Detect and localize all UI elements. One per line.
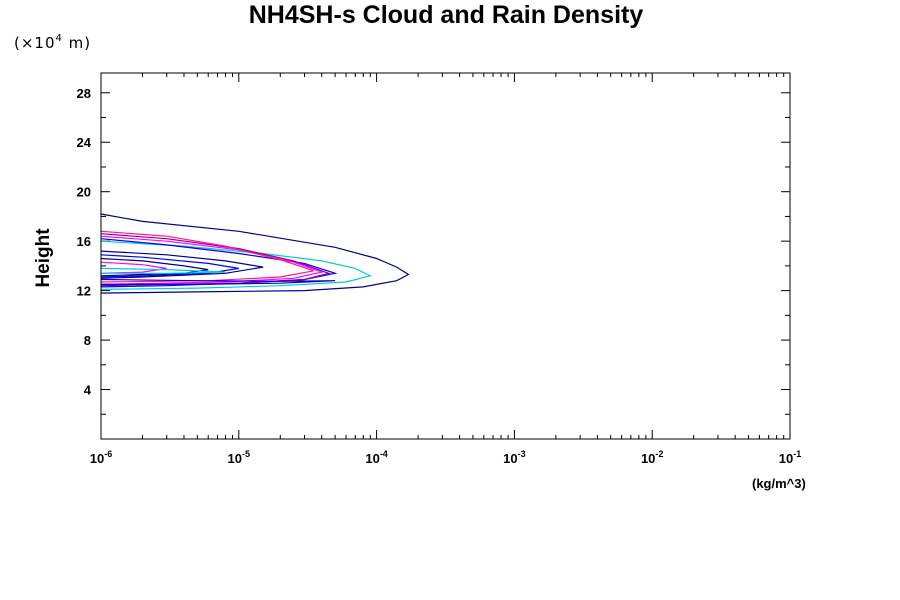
contour-series-8 xyxy=(100,254,239,278)
y-tick-label: 12 xyxy=(77,284,91,299)
contour-series-10 xyxy=(100,261,167,274)
y-tick-label: 4 xyxy=(84,383,92,398)
plot-frame xyxy=(100,72,791,440)
contour-series-7 xyxy=(100,250,264,279)
x-tick-label: 10-2 xyxy=(641,449,663,466)
contour-lines xyxy=(100,213,410,294)
x-tick-label: 10-4 xyxy=(365,449,387,466)
y-unit-suffix: m) xyxy=(62,34,92,52)
contour-series-6 xyxy=(100,230,314,283)
x-axis-unit-label: (kg/m^3) xyxy=(752,476,806,491)
y-tick-label: 8 xyxy=(84,333,91,348)
x-tick-label: 10-3 xyxy=(503,449,525,466)
y-unit-prefix: (×10 xyxy=(14,34,56,52)
chart-title: NH4SH-s Cloud and Rain Density xyxy=(248,1,644,29)
x-tick-label: 10-5 xyxy=(228,449,250,466)
y-tick-label: 16 xyxy=(77,234,91,249)
y-tick-label: 28 xyxy=(77,86,91,101)
y-tick-label: 20 xyxy=(77,185,91,200)
contour-series-2 xyxy=(100,240,373,290)
x-tick-label: 10-6 xyxy=(90,449,112,466)
contour-series-11 xyxy=(100,278,336,285)
axis-ticks: 10-6 10-5 10-4 10-3 10-2 10-1 4 8 12 16 20 24 28 xyxy=(77,73,801,466)
x-tick-label: 10-1 xyxy=(779,449,801,466)
contour-series-12 xyxy=(100,267,226,274)
y-unit-exponent: 4 xyxy=(55,33,63,44)
y-unit-label: (×104 m) xyxy=(14,33,91,52)
y-tick-label: 24 xyxy=(77,135,92,150)
contour-series-9 xyxy=(100,257,209,277)
contour-series-1 xyxy=(100,213,410,294)
